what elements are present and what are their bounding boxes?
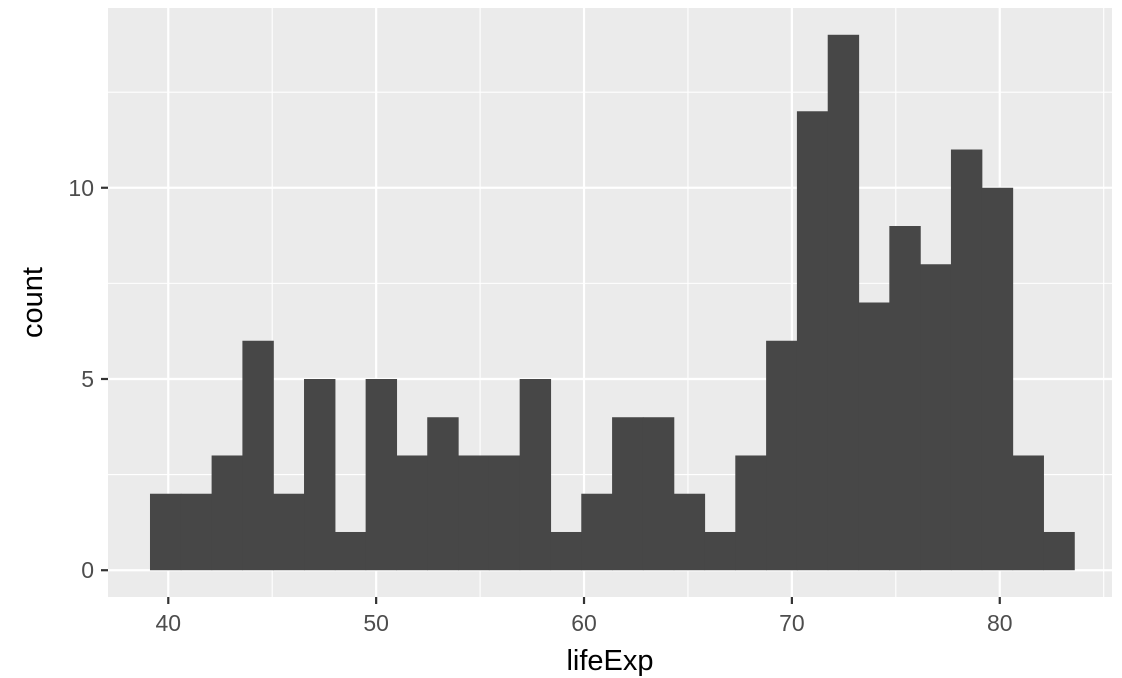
histogram-bar [889, 226, 921, 571]
histogram-bar [735, 455, 767, 571]
histogram-bar [396, 455, 428, 571]
histogram-bar [796, 111, 829, 571]
histogram-bar [550, 531, 582, 571]
x-tick-label: 80 [987, 610, 1013, 636]
histogram-bar [211, 455, 244, 571]
histogram-bar [581, 493, 613, 571]
histogram-bar [427, 417, 459, 571]
x-tick-label: 50 [363, 610, 389, 636]
histogram-bar [1043, 531, 1075, 571]
histogram-bar [334, 531, 367, 571]
histogram-bar [458, 455, 490, 571]
histogram-bar [827, 34, 860, 571]
histogram-bar [612, 417, 644, 571]
histogram-bar [673, 493, 706, 571]
y-axis-title: count [17, 267, 49, 338]
histogram-bar [304, 378, 336, 571]
histogram-bar [920, 264, 952, 571]
histogram-bar [704, 531, 736, 571]
x-tick-label: 60 [571, 610, 597, 636]
histogram-bar [981, 187, 1014, 571]
histogram-bar [273, 493, 305, 571]
histogram-bar [766, 340, 798, 571]
histogram-bar [1012, 455, 1044, 571]
histogram-bars [149, 34, 1075, 571]
histogram-bar [365, 378, 398, 571]
x-axis-title: lifeExp [566, 645, 653, 677]
x-axis: 40 50 60 70 80 [155, 597, 1013, 636]
x-tick-label: 70 [779, 610, 805, 636]
histogram-bar [149, 493, 182, 571]
y-axis: 0 5 10 [68, 175, 108, 583]
y-tick-label: 5 [81, 366, 94, 392]
histogram-bar [488, 455, 521, 571]
histogram-bar [242, 340, 274, 571]
histogram-bar [180, 493, 213, 571]
histogram-bar [858, 302, 890, 571]
histogram-bar [642, 417, 675, 571]
y-tick-label: 0 [81, 557, 94, 583]
x-tick-label: 40 [155, 610, 181, 636]
histogram-bar [950, 149, 983, 571]
histogram-bar [519, 378, 552, 571]
y-tick-label: 10 [68, 175, 94, 201]
